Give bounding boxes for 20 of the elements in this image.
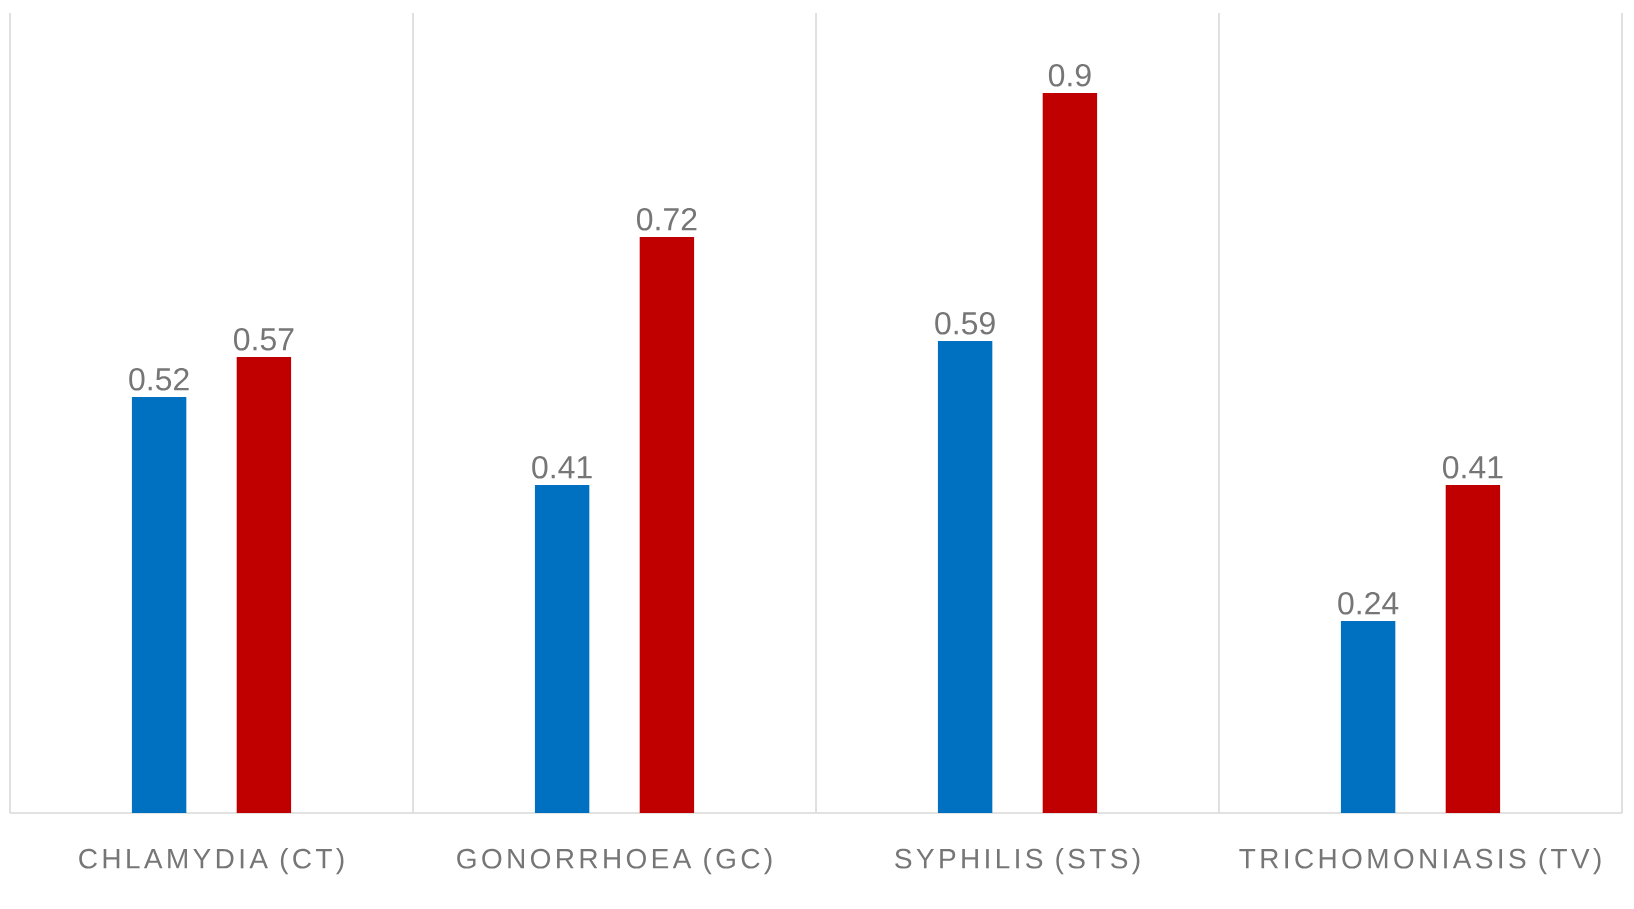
bar: [534, 484, 590, 813]
x-tick-label: GONORRHOEA (GC): [457, 848, 772, 875]
x-tick-label: TRICHOMONIASIS (TV): [1239, 848, 1601, 875]
data-label: 0.41: [532, 455, 592, 479]
data-label: 0.41: [1443, 455, 1503, 479]
x-tick-label: SYPHILIS (STS): [895, 848, 1140, 875]
data-label: 0.52: [129, 367, 189, 391]
bar: [639, 236, 695, 813]
bar: [131, 396, 187, 813]
data-label: 0.24: [1338, 591, 1399, 615]
data-label: 0.72: [637, 207, 697, 231]
bar: [1042, 92, 1098, 813]
data-label: 0.57: [234, 327, 294, 351]
bar: [1445, 484, 1501, 813]
bar: [236, 356, 292, 813]
bar: [937, 340, 993, 813]
data-label: 0.59: [935, 311, 995, 335]
bar: [1340, 620, 1396, 813]
x-tick-label: CHLAMYDIA (CT): [79, 848, 344, 875]
data-label: 0.9: [1048, 63, 1091, 87]
